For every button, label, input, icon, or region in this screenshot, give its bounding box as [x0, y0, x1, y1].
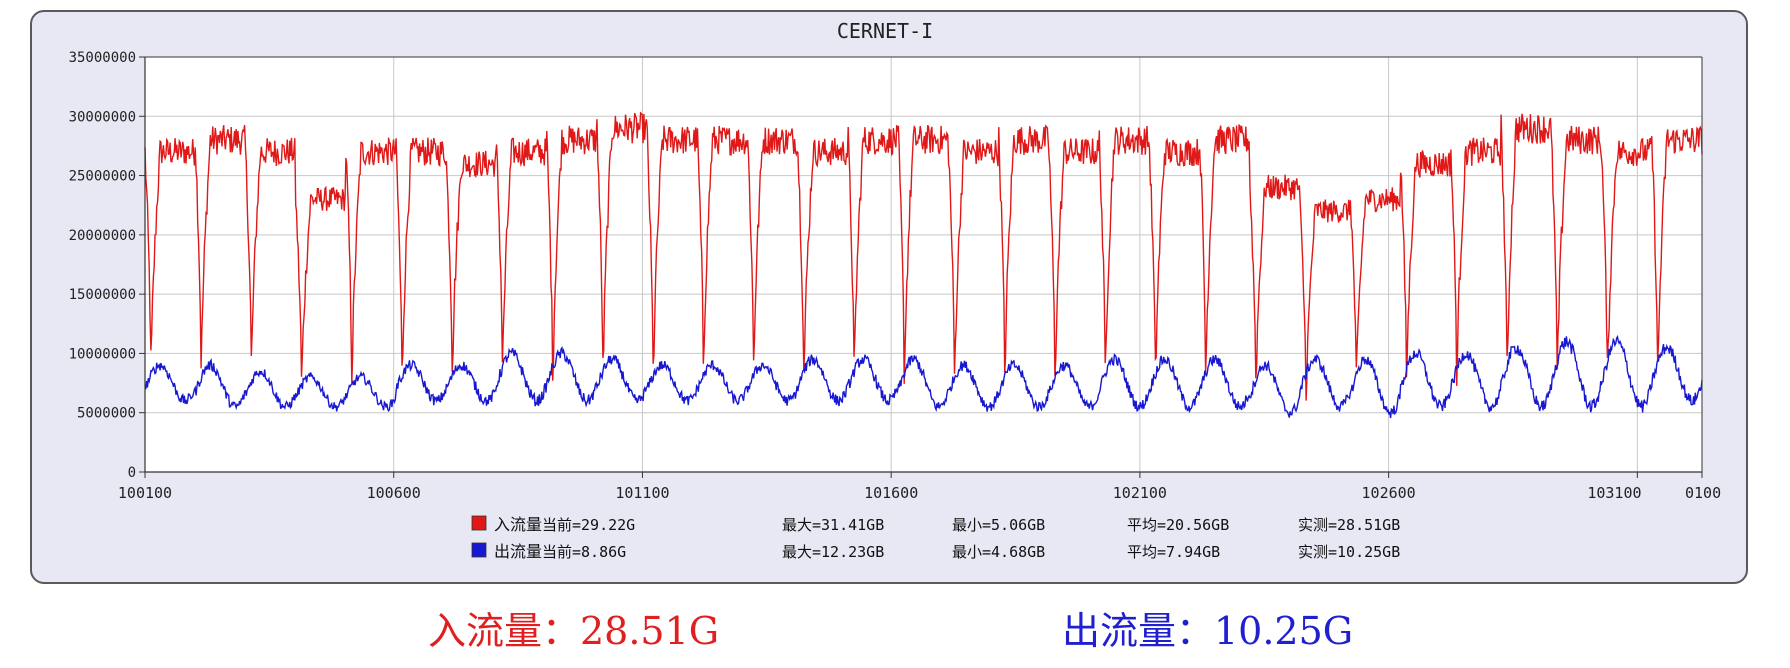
chart-title: CERNET-I [837, 19, 933, 43]
y-tick-label: 35000000 [69, 50, 136, 66]
legend-stat-min: 最小=4.68GB [952, 543, 1045, 561]
x-tick-label: 103100 [1587, 484, 1641, 502]
inbound-summary: 入流量：28.51G [428, 609, 720, 653]
axes: 0 5000000 10000000 15000000 20000000 25000000… [69, 50, 1722, 502]
legend: 入流量 当前=29.22G 最大=31.41GB 最小=5.06GB 平均=20.56G… [471, 515, 1400, 561]
y-tick-label: 0 [128, 465, 136, 481]
legend-stat-avg: 平均=20.56GB [1127, 516, 1229, 534]
legend-stat-min: 最小=5.06GB [952, 516, 1045, 534]
y-tick-label: 10000000 [69, 346, 136, 362]
x-tick-label: 101100 [615, 484, 669, 502]
legend-stat-measured: 实测=10.25GB [1298, 543, 1400, 561]
y-tick-label: 20000000 [69, 228, 136, 244]
y-tick-label: 25000000 [69, 169, 136, 185]
x-tick-label: 0100 [1685, 484, 1721, 502]
y-tick-label: 5000000 [77, 406, 136, 422]
legend-series-label: 出流量 [494, 542, 542, 561]
legend-stat-avg: 平均=7.94GB [1127, 543, 1220, 561]
legend-series-label: 入流量 [494, 515, 542, 534]
plot-area [145, 57, 1702, 472]
legend-swatch [471, 542, 487, 558]
legend-swatch [471, 515, 487, 531]
x-tick-label: 100100 [118, 484, 172, 502]
x-tick-label: 100600 [367, 484, 421, 502]
y-tick-label: 15000000 [69, 287, 136, 303]
legend-stat-max: 最大=31.41GB [782, 516, 884, 534]
legend-stat-current: 当前=29.22G [542, 516, 635, 534]
legend-stat-current: 当前=8.86G [542, 543, 626, 561]
y-tick-label: 30000000 [69, 109, 136, 125]
series-line-inbound [144, 111, 1703, 401]
x-tick-label: 102100 [1113, 484, 1167, 502]
traffic-chart: CERNET-I 0 5000000 10000000 15000000 2000000… [69, 19, 1722, 561]
series-line-outbound [144, 334, 1703, 419]
legend-stat-max: 最大=12.23GB [782, 543, 884, 561]
x-tick-label: 102600 [1362, 484, 1416, 502]
outbound-summary: 出流量：10.25G [1062, 609, 1354, 653]
legend-stat-measured: 实测=28.51GB [1298, 516, 1400, 534]
x-tick-label: 101600 [864, 484, 918, 502]
series-lines [144, 111, 1703, 419]
